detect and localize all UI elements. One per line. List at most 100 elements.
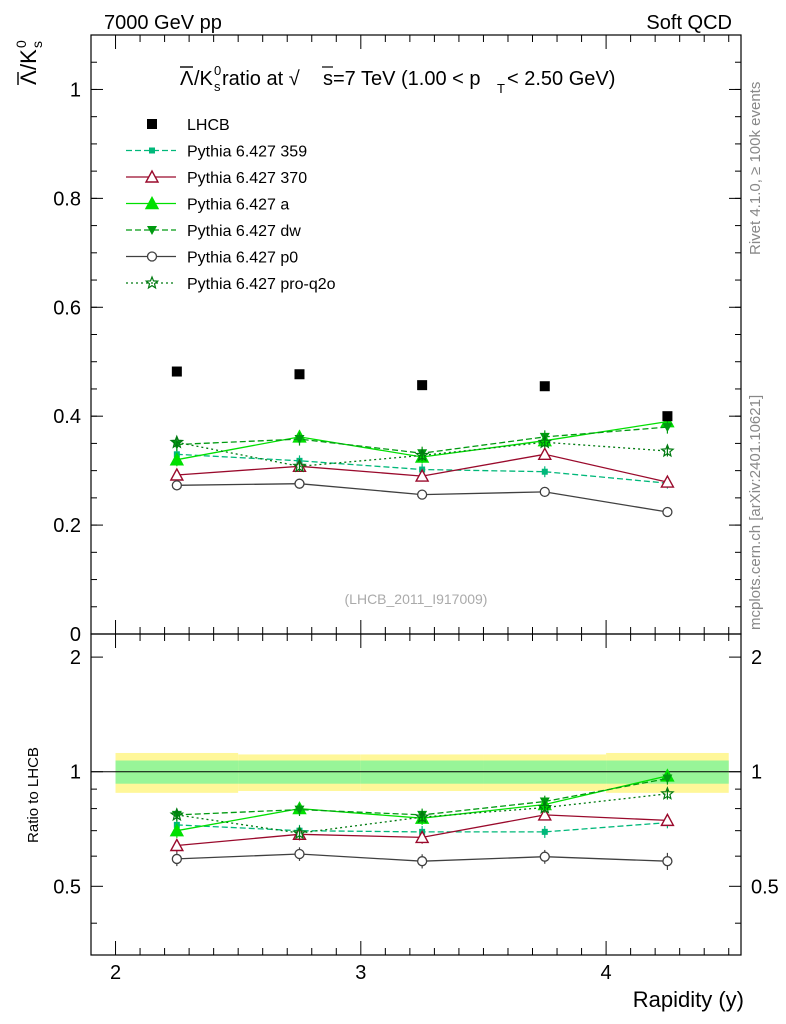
- main-title: Λ /K 0 s ratio at √ s =7 TeV (1.00 < p T…: [180, 63, 615, 96]
- ratio-point: [539, 851, 550, 862]
- main-series-4: [171, 478, 673, 518]
- title-tail1: =7 TeV (1.00 < p: [333, 68, 481, 90]
- main-point: [662, 423, 673, 433]
- ratio-point: [169, 823, 185, 837]
- analysis-watermark: (LHCB_2011_I917009): [345, 591, 488, 607]
- main-point: [662, 506, 673, 518]
- ratio-y-tick-label: 0.5: [53, 876, 81, 898]
- legend-label: Pythia 6.427 370: [187, 170, 307, 187]
- y-label-sub: s: [29, 41, 45, 48]
- main-point: [537, 446, 552, 460]
- ratio-point: [537, 799, 553, 814]
- ratio-point: [416, 856, 428, 867]
- ratio-series-4: [171, 847, 673, 870]
- main-point: [414, 447, 430, 462]
- ratio-y-tick-label-right: 0.5: [751, 876, 779, 898]
- legend-entry: Pythia 6.427 370: [126, 169, 307, 187]
- main-point: [539, 486, 550, 498]
- legend-label: Pythia 6.427 pro-q2o: [187, 276, 336, 293]
- lhcb-data-point: [539, 381, 550, 392]
- legend-marker: [149, 147, 155, 154]
- ratio-series-line: [176, 793, 668, 834]
- ratio-y-tick-label-right: 2: [751, 647, 762, 669]
- rivet-label: Rivet 4.1.0, ≥ 100k events: [747, 82, 764, 255]
- main-y-axis-label: Λ /K 0 s: [13, 40, 45, 85]
- x-axis-label: Rapidity (y): [633, 987, 744, 1012]
- mcplots-label: mcplots.cern.ch [arXiv:2401.10621]: [747, 395, 764, 630]
- title-lambda: Λ: [180, 68, 194, 90]
- ratio-point: [171, 853, 182, 865]
- legend: LHCB Pythia 6.427 359 Pythia 6.427 370 Pyth…: [126, 117, 336, 293]
- ratio-point: [292, 825, 307, 840]
- ratio-point: [660, 812, 675, 827]
- ratio-point: [169, 838, 185, 852]
- process-label: Soft QCD: [646, 12, 732, 34]
- legend-label: Pythia 6.427 p0: [187, 250, 298, 267]
- legend-marker: [144, 275, 160, 290]
- main-y-tick-label: 0.4: [53, 406, 81, 428]
- main-point: [171, 480, 182, 491]
- x-tick-label: 4: [601, 962, 612, 984]
- ratio-point: [541, 828, 548, 835]
- legend-entry: Pythia 6.427 p0: [126, 250, 298, 267]
- lhcb-data-point: [417, 380, 428, 391]
- x-tick-label: 2: [110, 962, 121, 984]
- legend-marker: [146, 251, 158, 262]
- y-label-lambda: Λ: [16, 70, 41, 85]
- y-label-sup: 0: [13, 40, 29, 48]
- legend-marker: [144, 169, 160, 183]
- ratio-bands: [115, 752, 729, 793]
- main-point: [169, 434, 185, 449]
- ratio-point: [662, 856, 673, 867]
- y-label-slash: /K: [16, 49, 41, 70]
- title-tail2: < 2.50 GeV): [507, 68, 615, 90]
- title-s: s: [323, 68, 333, 90]
- main-point: [660, 443, 675, 458]
- main-point: [294, 478, 305, 489]
- legend-label: Pythia 6.427 359: [187, 144, 307, 161]
- main-y-tick-label: 0.8: [53, 188, 81, 210]
- ratio-point: [662, 774, 673, 784]
- legend-entry: Pythia 6.427 a: [126, 196, 289, 214]
- x-tick-label: 3: [355, 962, 366, 984]
- legend-entry: Pythia 6.427 pro-q2o: [126, 275, 336, 293]
- main-y-tick-label: 0: [70, 624, 81, 646]
- main-point: [416, 489, 428, 500]
- main-y-tick-label: 1: [70, 79, 81, 101]
- lhcb-data-point: [294, 369, 305, 380]
- ratio-y-tick-label: 2: [70, 647, 81, 669]
- legend-label: LHCB: [187, 117, 230, 134]
- main-point: [660, 474, 675, 488]
- legend-label: Pythia 6.427 dw: [187, 223, 301, 240]
- main-y-tick-label: 0.2: [53, 515, 81, 537]
- main-point: [294, 435, 305, 445]
- main-y-tick-label: 0.6: [53, 297, 81, 319]
- main-point: [169, 467, 185, 481]
- ratio-plot-frame: [90, 633, 742, 956]
- ratio-y-tick-label-right: 1: [751, 762, 762, 784]
- main-point: [541, 468, 548, 475]
- title-sup: 0: [214, 63, 221, 78]
- main-point: [169, 452, 185, 466]
- ratio-y-axis-label: Ratio to LHCB: [25, 747, 42, 843]
- ratio-point: [414, 829, 430, 844]
- main-point: [414, 468, 430, 482]
- main-point: [537, 434, 553, 449]
- legend-marker: [147, 226, 157, 235]
- lhcb-data-point: [171, 366, 182, 377]
- title-subT: T: [497, 81, 505, 96]
- ratio-point: [169, 807, 185, 822]
- data-layer: [171, 366, 673, 422]
- legend-marker: [147, 119, 157, 129]
- main-point: [292, 458, 307, 473]
- legend-marker: [144, 196, 160, 210]
- ratio-series-5: [169, 786, 675, 840]
- lhcb-data-point: [662, 411, 673, 422]
- energy-label: 7000 GeV pp: [104, 12, 222, 34]
- title-mid: ratio at √: [222, 68, 300, 90]
- legend-entry: Pythia 6.427 359: [126, 144, 307, 161]
- axes-layer: 0 0.2 0.4 0.6 0.8 1 2 3 4 0.5 0.5 1 1 2 2: [53, 34, 779, 984]
- ratio-point: [294, 848, 305, 860]
- legend-entry: Pythia 6.427 dw: [126, 223, 301, 240]
